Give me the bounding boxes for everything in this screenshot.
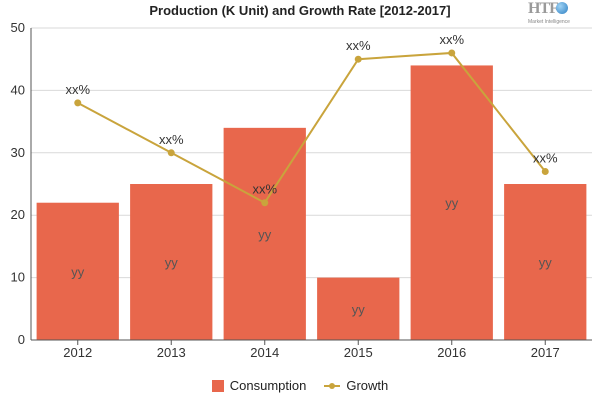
x-tick-label: 2015 [344, 345, 373, 360]
growth-data-label: xx% [533, 151, 558, 166]
growth-data-label: xx% [159, 132, 184, 147]
y-tick-label: 20 [11, 207, 25, 222]
legend-swatch-consumption [211, 379, 224, 392]
bar-consumption-2014 [223, 127, 306, 340]
chart-legend: Consumption Growth [0, 378, 600, 393]
legend-item-consumption[interactable]: Consumption [211, 378, 307, 393]
bar-data-label: yy [165, 255, 179, 270]
x-tick-label: 2013 [157, 345, 186, 360]
y-tick-label: 0 [18, 332, 25, 347]
growth-data-label: xx% [252, 182, 277, 197]
legend-label-growth: Growth [346, 378, 389, 393]
htf-logo: HTF Market Intelligence [524, 0, 584, 30]
legend-swatch-growth [324, 380, 341, 392]
bar-data-label: yy [539, 255, 553, 270]
growth-data-label: xx% [346, 38, 371, 53]
x-tick-label: 2017 [531, 345, 560, 360]
x-tick-label: 2012 [63, 345, 92, 360]
x-tick-label: 2016 [437, 345, 466, 360]
bar-data-label: yy [445, 196, 459, 211]
growth-point-2012 [74, 99, 82, 107]
legend-label-consumption: Consumption [229, 378, 307, 393]
x-tick-label: 2014 [250, 345, 279, 360]
bar-data-label: yy [258, 227, 272, 242]
growth-data-label: xx% [439, 32, 464, 47]
y-tick-label: 10 [11, 270, 25, 285]
bar-consumption-2013 [130, 184, 213, 340]
growth-data-label: xx% [65, 82, 90, 97]
growth-point-2017 [541, 168, 549, 176]
bar-consumption-2016 [410, 65, 493, 340]
growth-point-2016 [448, 49, 456, 57]
y-tick-label: 30 [11, 145, 25, 160]
legend-item-growth[interactable]: Growth [324, 378, 388, 393]
chart-title: Production (K Unit) and Growth Rate [201… [149, 3, 451, 18]
bar-data-label: yy [71, 264, 85, 279]
bar-consumption-2012 [36, 202, 119, 340]
growth-series-line [77, 51, 547, 205]
y-tick-label: 40 [11, 82, 25, 97]
globe-icon [556, 2, 568, 14]
logo-brand: HTF [528, 0, 559, 17]
logo-tagline: Market Intelligence [528, 19, 570, 25]
growth-point-2014 [261, 199, 269, 207]
bar-data-label: yy [352, 302, 366, 317]
y-tick-label: 50 [11, 20, 25, 35]
bar-consumption-2015 [317, 277, 400, 340]
growth-point-2013 [167, 149, 175, 157]
growth-point-2015 [354, 55, 362, 63]
bar-consumption-2017 [504, 184, 587, 340]
